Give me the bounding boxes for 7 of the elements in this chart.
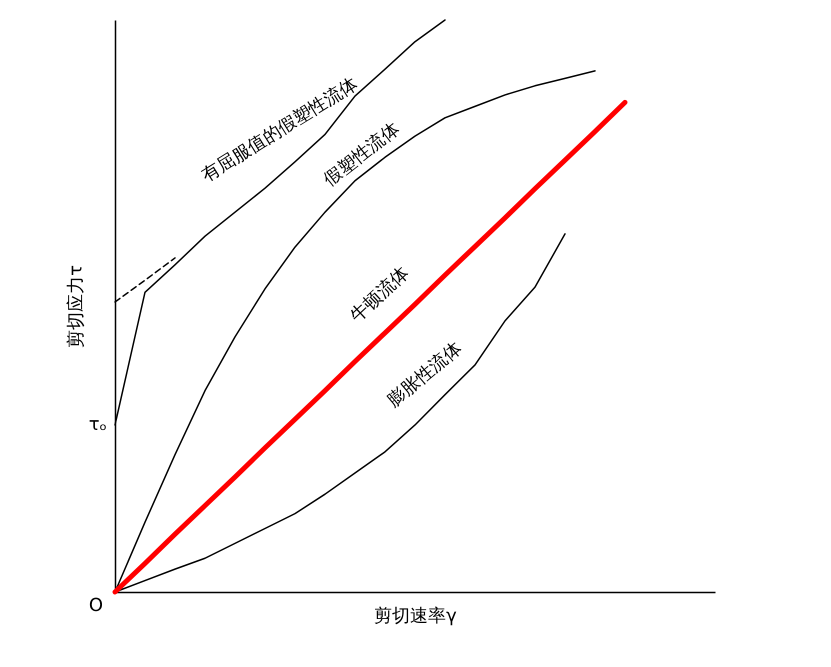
text: 牛顿流体: [346, 262, 414, 327]
text: 假塑性流体: [320, 118, 404, 190]
text: 膨胀性流体: [383, 338, 466, 412]
annotation: τₒ: [88, 414, 107, 435]
x-axis-title: 剪切速率γ: [374, 606, 458, 626]
y-axis-title: 剪切应力τ: [66, 265, 86, 348]
text: O: [88, 595, 103, 616]
